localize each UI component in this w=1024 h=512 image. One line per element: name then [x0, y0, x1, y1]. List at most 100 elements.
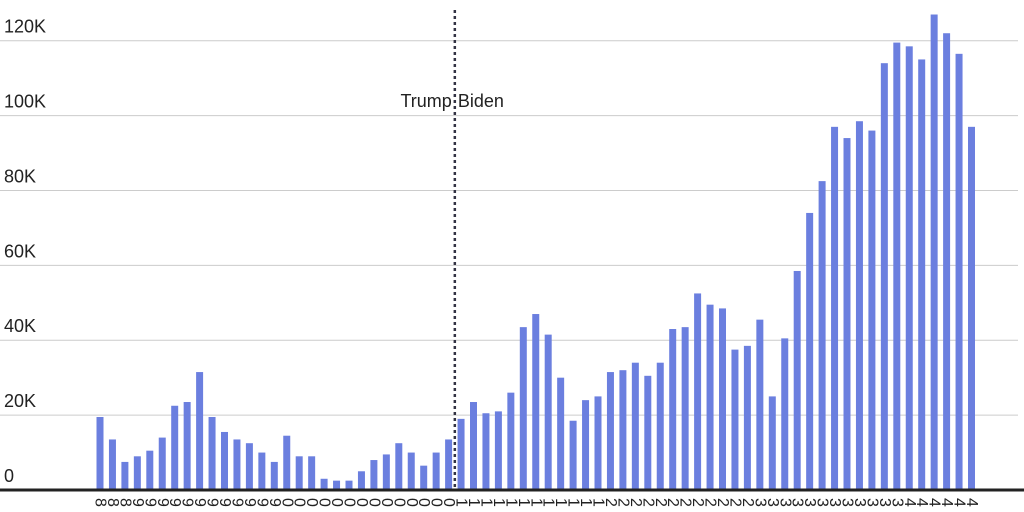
x-tick-label: 9 [129, 498, 146, 507]
bar [333, 480, 341, 490]
bar [470, 402, 477, 490]
x-tick-label: 1 [577, 498, 594, 507]
bar [133, 456, 141, 490]
x-tick-label: 1 [590, 498, 607, 507]
x-tick-label: 1 [527, 498, 544, 507]
bar [245, 443, 253, 490]
x-tick-label: 1 [552, 498, 569, 507]
x-tick-label: 2 [664, 498, 681, 507]
bar [880, 63, 888, 491]
bar [831, 126, 839, 490]
y-tick-label: 80K [4, 166, 36, 186]
x-tick-label: 4 [938, 498, 955, 507]
bar [731, 349, 739, 490]
annotation-biden: Biden [458, 91, 504, 111]
bar [96, 416, 104, 490]
bar [221, 431, 228, 490]
x-tick-label: 2 [614, 498, 631, 507]
bar [494, 411, 502, 490]
x-tick-label: 0 [365, 498, 382, 507]
y-tick-label: 120K [4, 17, 46, 37]
bar [756, 319, 764, 490]
bar [544, 334, 552, 490]
bar [918, 59, 926, 490]
x-tick-label: 2 [627, 498, 644, 507]
bar [743, 345, 751, 490]
bar [370, 460, 378, 490]
x-tick-label: 0 [440, 498, 457, 507]
x-tick-label: 9 [266, 498, 283, 507]
x-tick-label: 0 [378, 498, 395, 507]
x-tick-label: 3 [801, 498, 818, 507]
bar [382, 454, 390, 490]
bar [121, 461, 129, 490]
bar [158, 437, 166, 490]
bar [793, 270, 801, 490]
x-tick-label: 1 [477, 498, 494, 507]
gridlines [0, 40, 1018, 416]
x-tick-label: 3 [789, 498, 806, 507]
bar [482, 413, 490, 490]
y-axis-tick-labels: 0 20K 40K 60K 80K 100K 120K [4, 17, 46, 486]
x-tick-label: 1 [453, 498, 470, 507]
x-tick-label: 9 [179, 498, 196, 507]
x-tick-label: 2 [726, 498, 743, 507]
x-tick-label: 3 [876, 498, 893, 507]
x-tick-label: 9 [204, 498, 221, 507]
bar [308, 456, 316, 490]
bar [719, 308, 726, 490]
bar [357, 471, 365, 490]
bar [843, 138, 851, 490]
x-tick-label: 0 [303, 498, 320, 507]
bar [955, 53, 963, 490]
bar [905, 46, 913, 490]
bar [258, 452, 266, 490]
x-tick-label: 2 [689, 498, 706, 507]
bar [706, 304, 714, 490]
x-tick-label: 3 [851, 498, 868, 507]
x-tick-label: 4 [926, 498, 943, 507]
bar [868, 130, 876, 491]
bar [507, 392, 515, 490]
x-tick-label: 4 [963, 498, 980, 507]
x-tick-label: 8 [104, 498, 121, 507]
x-tick-label: 2 [739, 498, 756, 507]
x-tick-label: 4 [951, 498, 968, 507]
bar [806, 212, 814, 490]
x-tick-label: 3 [764, 498, 781, 507]
x-tick-label: 2 [677, 498, 694, 507]
x-tick-label: 4 [913, 498, 930, 507]
bar [146, 450, 154, 490]
x-tick-label: 3 [826, 498, 843, 507]
bar [445, 439, 453, 490]
x-tick-label: 3 [888, 498, 905, 507]
bar [582, 400, 590, 490]
x-tick-label: 9 [228, 498, 245, 507]
x-tick-label: 4 [901, 498, 918, 507]
x-tick-label: 0 [291, 498, 308, 507]
x-tick-label: 9 [253, 498, 270, 507]
x-tick-label: 1 [490, 498, 507, 507]
y-tick-label: 100K [4, 92, 46, 112]
bar [594, 396, 602, 490]
bar [233, 439, 241, 490]
x-tick-label: 9 [216, 498, 233, 507]
y-tick-label: 60K [4, 241, 36, 261]
bar [420, 465, 428, 490]
x-tick-label: 9 [191, 498, 208, 507]
bar [644, 375, 652, 490]
bar [108, 439, 116, 490]
x-tick-label: 2 [639, 498, 656, 507]
bar [208, 416, 216, 490]
x-tick-label: 2 [652, 498, 669, 507]
bar [781, 338, 789, 490]
x-tick-label: 1 [465, 498, 482, 507]
x-tick-label: 9 [141, 498, 158, 507]
x-tick-label: 1 [502, 498, 519, 507]
bar [855, 121, 863, 490]
annotation-trump: Trump [400, 91, 451, 111]
x-tick-label: 8 [92, 498, 109, 507]
bar [569, 420, 577, 490]
x-tick-label: 1 [515, 498, 532, 507]
